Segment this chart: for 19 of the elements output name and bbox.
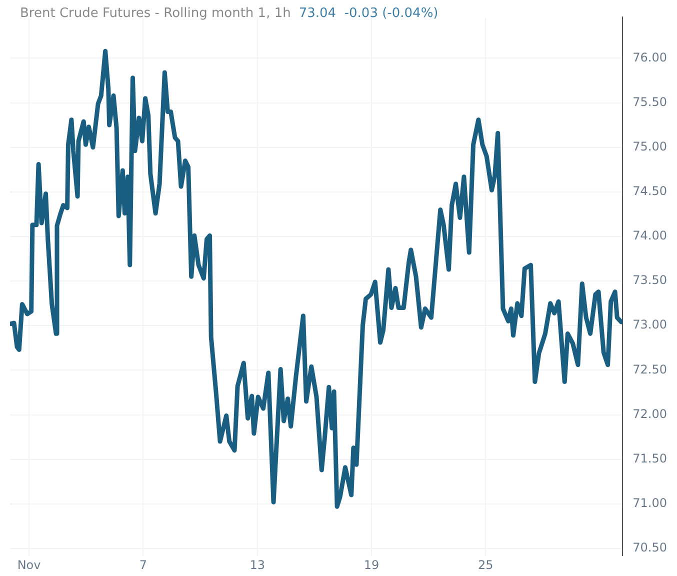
- y-tick-label: 72.00: [632, 406, 668, 421]
- y-tick-label: 75.00: [632, 139, 668, 154]
- y-tick-label: 72.50: [632, 362, 668, 376]
- x-tick-label: 7: [139, 558, 148, 572]
- x-tick-label: 25: [478, 558, 494, 572]
- y-tick-label: 73.50: [632, 273, 668, 288]
- x-tick-label: Nov: [17, 558, 41, 572]
- x-tick-label: 13: [250, 558, 265, 572]
- y-tick-label: 71.00: [632, 496, 668, 510]
- y-tick-label: 73.00: [632, 318, 668, 332]
- y-tick-label: 70.50: [632, 540, 668, 555]
- y-tick-label: 74.00: [632, 228, 668, 243]
- y-tick-label: 71.50: [632, 451, 668, 466]
- y-tick-label: 76.00: [632, 50, 668, 64]
- y-tick-label: 74.50: [632, 184, 668, 198]
- y-tick-label: 75.50: [632, 94, 668, 109]
- chart-title: Brent Crude Futures - Rolling month 1, 1h: [20, 6, 291, 21]
- x-tick-label: 19: [364, 558, 380, 572]
- chart-subtitle: 73.04 -0.03 (-0.04%): [298, 6, 438, 21]
